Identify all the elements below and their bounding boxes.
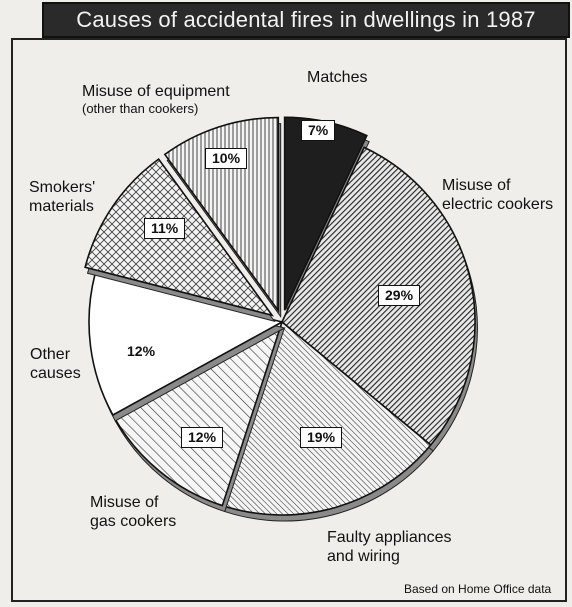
- slice-value-smokers-materials: 11%: [144, 218, 186, 239]
- chart-frame: [11, 38, 567, 602]
- slice-label-line: electric cookers: [442, 196, 554, 213]
- pie-slice: [88, 273, 285, 417]
- chart-title-bar: Causes of accidental fires in dwellings …: [42, 2, 570, 38]
- slice-value-misuse-equipment: 10%: [205, 148, 248, 169]
- slice-label-other-causes: Other causes: [30, 345, 81, 383]
- slice-label-line: Misuse of equipment: [82, 83, 230, 100]
- slice-label-matches: Matches: [307, 69, 368, 86]
- pie-slice: [163, 116, 280, 314]
- slice-label-line: Other: [30, 346, 71, 363]
- slice-label-line: (other than cookers): [82, 101, 199, 116]
- chart-title: Causes of accidental fires in dwellings …: [76, 7, 536, 32]
- slice-label-line: materials: [29, 198, 94, 215]
- slice-label-line: Smokers': [29, 179, 96, 196]
- slice-value-other-causes: 12%: [127, 343, 156, 359]
- slice-value-gas-cookers: 12%: [181, 427, 224, 448]
- source-note: Based on Home Office data: [404, 582, 552, 596]
- pie-slices: [84, 116, 478, 522]
- slice-label-faulty-appliances: Faulty appliances and wiring: [327, 528, 452, 566]
- slice-label-smokers-materials: Smokers' materials: [29, 178, 95, 216]
- slice-value-electric-cookers: 29%: [378, 285, 421, 306]
- slice-label-line: causes: [30, 365, 81, 382]
- slice-label-line: Faulty appliances: [327, 529, 452, 546]
- slice-label-electric-cookers: Misuse of electric cookers: [442, 176, 553, 214]
- slice-label-line: and wiring: [327, 548, 400, 565]
- slice-value-matches: 7%: [301, 120, 336, 141]
- slice-label-line: Misuse of: [442, 177, 511, 194]
- slice-label-line: gas cookers: [90, 513, 177, 530]
- pie-slice: [221, 320, 432, 516]
- slice-label-misuse-equipment: Misuse of equipment (other than cookers): [82, 82, 230, 116]
- slice-label-line: Misuse of: [90, 494, 159, 511]
- slice-label-gas-cookers: Misuse of gas cookers: [90, 493, 176, 531]
- pie-slice: [111, 320, 284, 507]
- slice-value-faulty-appliances: 19%: [300, 427, 343, 448]
